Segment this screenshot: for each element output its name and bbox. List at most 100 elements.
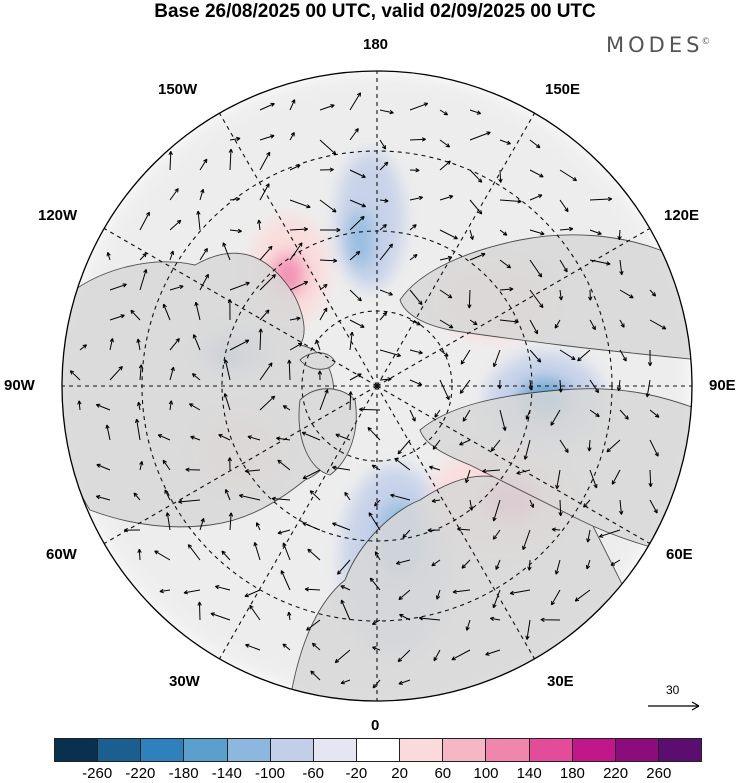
wind-arrow	[499, 287, 514, 292]
wind-arrow	[559, 439, 569, 453]
wind-arrow	[418, 616, 441, 621]
wind-arrow	[577, 349, 591, 362]
wind-arrow	[559, 349, 576, 361]
wind-arrow	[469, 131, 491, 141]
wind-arrow	[462, 409, 471, 422]
wind-arrow	[439, 289, 453, 299]
wind-arrow	[492, 349, 501, 368]
colorbar-tick-label: 180	[559, 765, 585, 782]
wind-arrow	[409, 195, 424, 201]
lon-label-150w: 150W	[158, 81, 198, 98]
wind-arrow	[465, 619, 471, 631]
wind-arrow	[374, 551, 381, 561]
wind-arrow	[139, 252, 147, 261]
wind-arrow	[188, 403, 201, 411]
wind-arrow	[197, 601, 202, 621]
wind-arrow	[319, 389, 329, 411]
wind-arrow	[469, 199, 483, 215]
wind-arrow	[139, 460, 144, 471]
wind-arrow	[319, 199, 337, 213]
land-greenland	[298, 388, 357, 476]
wind-arrow	[439, 109, 449, 116]
wind-arrow	[398, 589, 411, 601]
wind-arrow	[589, 229, 602, 236]
wind-arrow	[529, 169, 544, 178]
wind-arrow	[469, 499, 474, 511]
wind-arrow	[199, 158, 208, 171]
wind-arrow	[409, 349, 423, 355]
wind-arrow	[589, 409, 600, 418]
wind-arrow	[185, 467, 201, 472]
wind-arrow	[199, 247, 208, 261]
wind-arrow	[499, 259, 512, 269]
wind-arrow	[371, 464, 381, 471]
wind-arrow	[276, 436, 291, 441]
wind-arrow	[190, 435, 201, 441]
wind-arrow	[499, 139, 511, 145]
lon-label-30w: 30W	[169, 673, 200, 690]
wind-arrow	[555, 469, 561, 490]
wind-arrow	[528, 379, 533, 391]
wind-arrow	[529, 194, 543, 201]
colorbar-tick-label: -100	[254, 765, 286, 782]
wind-arrow	[138, 364, 144, 381]
wind-arrow	[109, 314, 125, 321]
wind-arrow	[227, 457, 232, 471]
wind-arrow	[162, 303, 171, 321]
wind-arrow	[159, 588, 171, 594]
wind-arrow	[332, 522, 351, 531]
wind-arrow	[399, 613, 411, 621]
wind-arrow	[527, 559, 532, 571]
wind-arrow	[349, 319, 365, 328]
wind-arrow	[302, 469, 321, 480]
wind-arrow	[154, 550, 171, 561]
wind-arrow	[187, 544, 201, 561]
wind-arrow	[344, 491, 351, 501]
wind-arrow	[282, 542, 291, 561]
colorbar-segment	[141, 739, 185, 761]
wind-arrow	[319, 258, 338, 263]
wind-arrow	[196, 210, 201, 231]
wind-arrow	[259, 183, 270, 201]
wind-arrow	[228, 512, 234, 531]
colorbar-segment	[313, 739, 357, 761]
wind-arrow	[238, 493, 261, 501]
wind-arrow	[499, 199, 522, 204]
wind-arrow	[358, 407, 381, 412]
wind-arrow	[367, 426, 381, 441]
wind-arrow	[550, 589, 561, 606]
wind-arrow	[259, 362, 273, 381]
wind-arrow	[460, 349, 471, 365]
lon-label-120w: 120W	[38, 207, 78, 224]
wind-arrow	[499, 319, 519, 324]
wind-arrow	[439, 139, 451, 148]
wind-arrow	[439, 379, 450, 401]
colorbar-segment	[529, 739, 573, 761]
wind-arrow	[169, 250, 175, 261]
wind-arrow	[259, 134, 275, 141]
colorbar-segment	[98, 739, 142, 761]
wind-arrow	[169, 366, 175, 381]
wind-arrow	[379, 311, 388, 321]
anomaly-bering-low	[345, 210, 375, 270]
wind-arrow	[223, 393, 231, 411]
wind-arrow	[529, 259, 543, 278]
wind-arrow	[522, 529, 531, 551]
wind-arrow	[130, 309, 141, 321]
colorbar-tick-label: 60	[434, 765, 452, 782]
wind-arrow	[257, 219, 262, 231]
wind-arrow	[469, 169, 483, 183]
wind-arrow	[69, 370, 81, 381]
wind-arrow	[574, 589, 591, 602]
lon-label-120e: 120E	[664, 207, 700, 224]
graticule	[62, 71, 692, 701]
wind-arrow	[223, 359, 231, 381]
wind-arrow	[289, 199, 311, 209]
wind-arrow	[319, 167, 334, 172]
wind-arrow	[259, 102, 275, 111]
wind-arrow	[498, 169, 503, 183]
wind-arrow	[452, 589, 471, 594]
wind-arrow	[379, 223, 387, 231]
wind-arrow	[402, 529, 411, 539]
lon-label-90w: 90W	[4, 377, 35, 394]
